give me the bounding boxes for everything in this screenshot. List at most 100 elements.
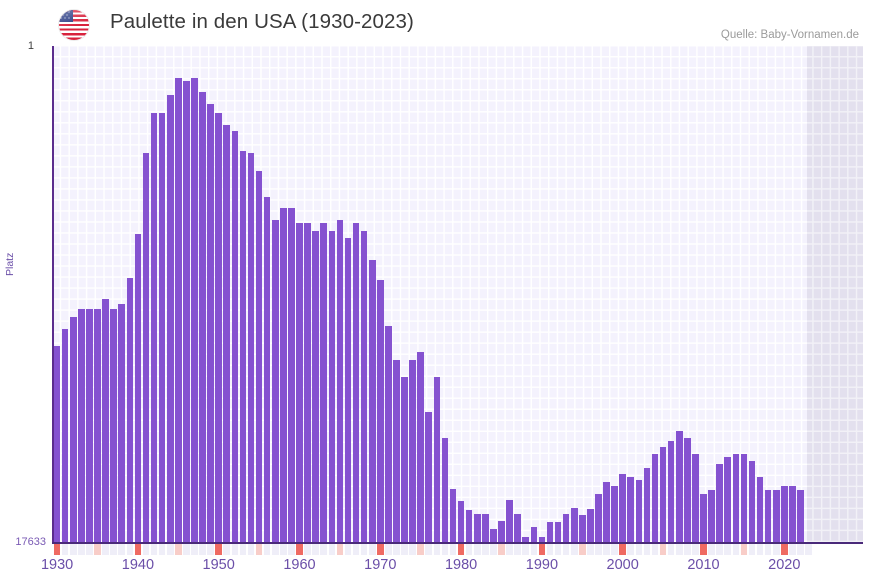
bar-1945[interactable] bbox=[175, 78, 182, 542]
bar-2013[interactable] bbox=[724, 457, 732, 542]
bar-1970[interactable] bbox=[377, 280, 384, 542]
bar-1967[interactable] bbox=[352, 223, 360, 542]
bar-1982[interactable] bbox=[473, 514, 481, 542]
tick-1931 bbox=[61, 544, 69, 555]
bar-1960[interactable] bbox=[296, 223, 303, 542]
bar-1934[interactable] bbox=[86, 309, 93, 542]
bar-1955[interactable] bbox=[255, 171, 263, 542]
bar-1969[interactable] bbox=[368, 260, 376, 542]
bar-2000[interactable] bbox=[619, 474, 626, 542]
bar-1963[interactable] bbox=[320, 223, 328, 542]
bar-1931[interactable] bbox=[61, 329, 69, 542]
bar-1940[interactable] bbox=[134, 234, 142, 542]
bar-1993[interactable] bbox=[562, 514, 570, 542]
bar-2020[interactable] bbox=[781, 486, 788, 542]
bar-2002[interactable] bbox=[635, 480, 643, 542]
bar-1977[interactable] bbox=[433, 377, 441, 542]
bar-1944[interactable] bbox=[166, 95, 174, 542]
bar-1964[interactable] bbox=[328, 231, 336, 542]
bar-1966[interactable] bbox=[344, 238, 352, 542]
bar-2007[interactable] bbox=[675, 431, 683, 542]
bar-1968[interactable] bbox=[360, 231, 368, 542]
bar-1985[interactable] bbox=[498, 521, 505, 542]
bar-1950[interactable] bbox=[215, 113, 222, 542]
bar-2005[interactable] bbox=[659, 447, 667, 542]
bar-1997[interactable] bbox=[595, 494, 602, 542]
bar-1983[interactable] bbox=[482, 514, 489, 542]
bar-2022[interactable] bbox=[797, 490, 804, 542]
bar-2009[interactable] bbox=[692, 454, 699, 542]
bar-2006[interactable] bbox=[667, 441, 675, 542]
bar-2014[interactable] bbox=[732, 454, 740, 542]
bar-1979[interactable] bbox=[449, 489, 457, 542]
bar-1974[interactable] bbox=[409, 360, 416, 542]
bar-1961[interactable] bbox=[304, 223, 311, 542]
bar-2017[interactable] bbox=[756, 477, 764, 542]
tick-1973 bbox=[401, 544, 408, 555]
bar-1959[interactable] bbox=[288, 208, 295, 542]
bar-1989[interactable] bbox=[530, 527, 538, 542]
bar-2015[interactable] bbox=[740, 454, 748, 542]
bar-1994[interactable] bbox=[570, 508, 578, 542]
bar-1952[interactable] bbox=[231, 131, 239, 542]
bar-1992[interactable] bbox=[554, 522, 562, 542]
bar-1938[interactable] bbox=[118, 304, 126, 542]
bar-2021[interactable] bbox=[789, 486, 796, 542]
bar-2003[interactable] bbox=[643, 468, 651, 542]
bar-1978[interactable] bbox=[441, 438, 449, 542]
bar-1972[interactable] bbox=[393, 360, 400, 542]
bar-1975[interactable] bbox=[417, 352, 424, 542]
bar-1932[interactable] bbox=[69, 317, 77, 542]
bar-1971[interactable] bbox=[385, 326, 392, 542]
bar-2011[interactable] bbox=[708, 490, 715, 542]
bar-1948[interactable] bbox=[199, 92, 206, 542]
bar-1995[interactable] bbox=[579, 515, 586, 542]
bar-2001[interactable] bbox=[627, 477, 635, 542]
bar-1954[interactable] bbox=[247, 153, 255, 542]
tick-2002 bbox=[635, 544, 643, 555]
bar-1943[interactable] bbox=[158, 113, 166, 542]
tick-1965 bbox=[336, 544, 344, 555]
bar-1951[interactable] bbox=[223, 125, 231, 542]
bar-1946[interactable] bbox=[183, 81, 190, 542]
bar-1981[interactable] bbox=[465, 510, 473, 542]
bar-1937[interactable] bbox=[110, 309, 117, 542]
bar-1933[interactable] bbox=[78, 309, 85, 542]
bar-1991[interactable] bbox=[546, 522, 554, 542]
bar-1949[interactable] bbox=[207, 104, 214, 542]
bar-1956[interactable] bbox=[263, 197, 271, 542]
bar-1953[interactable] bbox=[239, 151, 247, 542]
bar-1984[interactable] bbox=[490, 529, 497, 542]
tick-2006 bbox=[667, 544, 675, 555]
bar-2010[interactable] bbox=[700, 494, 707, 542]
bar-1987[interactable] bbox=[514, 514, 521, 542]
bar-1965[interactable] bbox=[336, 220, 344, 542]
bar-2008[interactable] bbox=[684, 438, 691, 542]
bar-1988[interactable] bbox=[522, 537, 530, 542]
bar-2016[interactable] bbox=[748, 461, 756, 542]
bar-1962[interactable] bbox=[312, 231, 319, 542]
bar-1990[interactable] bbox=[538, 537, 546, 542]
bar-1976[interactable] bbox=[425, 412, 433, 542]
bar-1996[interactable] bbox=[587, 509, 594, 542]
bar-1957[interactable] bbox=[271, 220, 279, 542]
bar-1941[interactable] bbox=[142, 153, 150, 542]
bar-1935[interactable] bbox=[94, 309, 101, 542]
bar-2019[interactable] bbox=[772, 490, 780, 542]
bar-2004[interactable] bbox=[651, 454, 659, 542]
bar-1980[interactable] bbox=[457, 501, 465, 542]
bar-1939[interactable] bbox=[126, 278, 134, 542]
bar-1942[interactable] bbox=[150, 113, 158, 542]
bar-1958[interactable] bbox=[280, 208, 287, 542]
bar-1973[interactable] bbox=[401, 377, 408, 542]
tick-1930 bbox=[53, 544, 61, 555]
bar-1986[interactable] bbox=[506, 500, 513, 542]
tick-1983 bbox=[482, 544, 489, 555]
bar-1936[interactable] bbox=[102, 299, 109, 542]
bar-1998[interactable] bbox=[603, 482, 610, 542]
bar-1930[interactable] bbox=[53, 346, 61, 542]
bar-2012[interactable] bbox=[716, 464, 723, 542]
bar-2018[interactable] bbox=[764, 490, 772, 542]
bar-1999[interactable] bbox=[611, 486, 618, 542]
bar-1947[interactable] bbox=[191, 78, 198, 542]
